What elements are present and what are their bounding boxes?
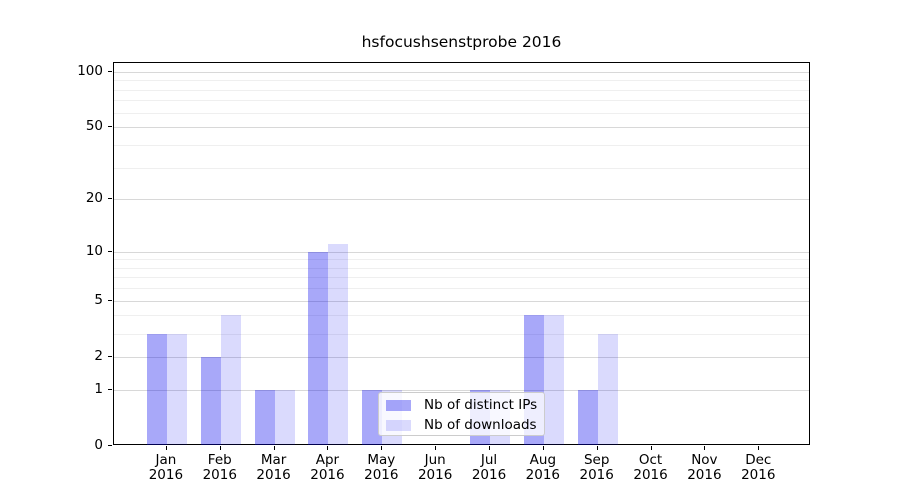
- y-minor-gridline: [114, 333, 809, 335]
- bar-apr-downloads: [328, 244, 349, 445]
- x-tick-label: Dec 2016: [741, 452, 776, 483]
- y-major-gridline: [114, 71, 809, 73]
- x-tick-mark: [273, 446, 275, 450]
- bar-sep-distinct-ips: [577, 389, 598, 445]
- y-major-gridline: [114, 199, 809, 201]
- y-minor-gridline: [114, 267, 809, 269]
- y-minor-gridline: [114, 80, 809, 82]
- y-tick-label: 1: [94, 380, 103, 397]
- y-tick-label: 100: [77, 62, 103, 79]
- x-tick-mark: [435, 446, 437, 450]
- y-major-gridline: [114, 300, 809, 302]
- y-tick-mark: [108, 198, 112, 200]
- x-tick-label: Jun 2016: [417, 452, 453, 483]
- bar-jan-downloads: [166, 333, 187, 445]
- y-tick-label: 20: [85, 190, 103, 207]
- bar-mar-downloads: [274, 389, 295, 445]
- x-tick-mark: [542, 446, 544, 450]
- x-tick-label: Oct 2016: [633, 452, 668, 483]
- x-tick-label: Mar 2016: [256, 452, 291, 483]
- y-major-gridline: [114, 127, 809, 129]
- legend-swatch-distinct-ips: [386, 400, 411, 411]
- y-tick-mark: [108, 126, 112, 128]
- x-tick-label: Sep 2016: [579, 452, 614, 483]
- x-tick-label: Apr 2016: [310, 452, 345, 483]
- x-tick-label: Feb 2016: [202, 452, 237, 483]
- y-minor-gridline: [114, 144, 809, 146]
- legend-row-distinct-ips: Nb of distinct IPs: [379, 397, 544, 413]
- y-major-gridline: [114, 356, 809, 358]
- chart-title: hsfocushsenstprobe 2016: [361, 33, 562, 51]
- x-tick-mark: [165, 446, 167, 450]
- bar-apr-distinct-ips: [308, 251, 329, 445]
- y-tick-mark: [108, 250, 112, 252]
- x-tick-mark: [327, 446, 329, 450]
- y-minor-gridline: [114, 277, 809, 279]
- y-minor-gridline: [114, 259, 809, 261]
- legend-row-downloads: Nb of downloads: [379, 417, 544, 433]
- x-tick-mark: [704, 446, 706, 450]
- x-tick-label: May 2016: [364, 452, 399, 483]
- y-minor-gridline: [114, 167, 809, 169]
- y-tick-label: 5: [94, 291, 103, 308]
- y-minor-gridline: [114, 288, 809, 290]
- legend: Nb of distinct IPs Nb of downloads: [378, 392, 545, 436]
- y-tick-mark: [108, 445, 112, 446]
- bar-mar-distinct-ips: [254, 389, 275, 445]
- x-tick-mark: [758, 446, 760, 450]
- bar-feb-distinct-ips: [200, 356, 221, 445]
- x-tick-mark: [489, 446, 490, 450]
- y-minor-gridline: [114, 100, 809, 102]
- bar-sep-downloads: [597, 333, 618, 445]
- bar-jan-distinct-ips: [146, 333, 167, 445]
- y-tick-label: 2: [94, 347, 103, 364]
- y-minor-gridline: [114, 89, 809, 91]
- bar-aug-downloads: [543, 315, 564, 445]
- plot-area: [113, 62, 810, 445]
- x-tick-label: Aug 2016: [525, 452, 561, 483]
- y-minor-gridline: [114, 315, 809, 317]
- legend-label-distinct-ips: Nb of distinct IPs: [424, 397, 538, 413]
- y-minor-gridline: [114, 112, 809, 114]
- bar-feb-downloads: [220, 315, 241, 445]
- y-major-gridline: [114, 251, 809, 253]
- y-tick-label: 0: [94, 437, 103, 453]
- x-tick-mark: [219, 446, 221, 450]
- x-tick-label: Nov 2016: [687, 452, 722, 483]
- y-major-gridline: [114, 389, 809, 391]
- y-tick-mark: [108, 388, 112, 390]
- x-tick-mark: [381, 446, 383, 450]
- bar-may-distinct-ips: [362, 389, 383, 445]
- legend-swatch-downloads: [386, 420, 411, 431]
- y-tick-mark: [108, 299, 112, 301]
- x-tick-mark: [596, 446, 598, 450]
- legend-label-downloads: Nb of downloads: [424, 417, 537, 433]
- y-tick-label: 50: [85, 118, 103, 135]
- y-tick-mark: [108, 70, 112, 72]
- x-tick-mark: [650, 446, 652, 450]
- x-tick-label: Jan 2016: [148, 452, 184, 483]
- y-tick-label: 10: [85, 242, 103, 259]
- x-tick-label: Jul 2016: [471, 452, 507, 483]
- y-tick-mark: [108, 355, 112, 357]
